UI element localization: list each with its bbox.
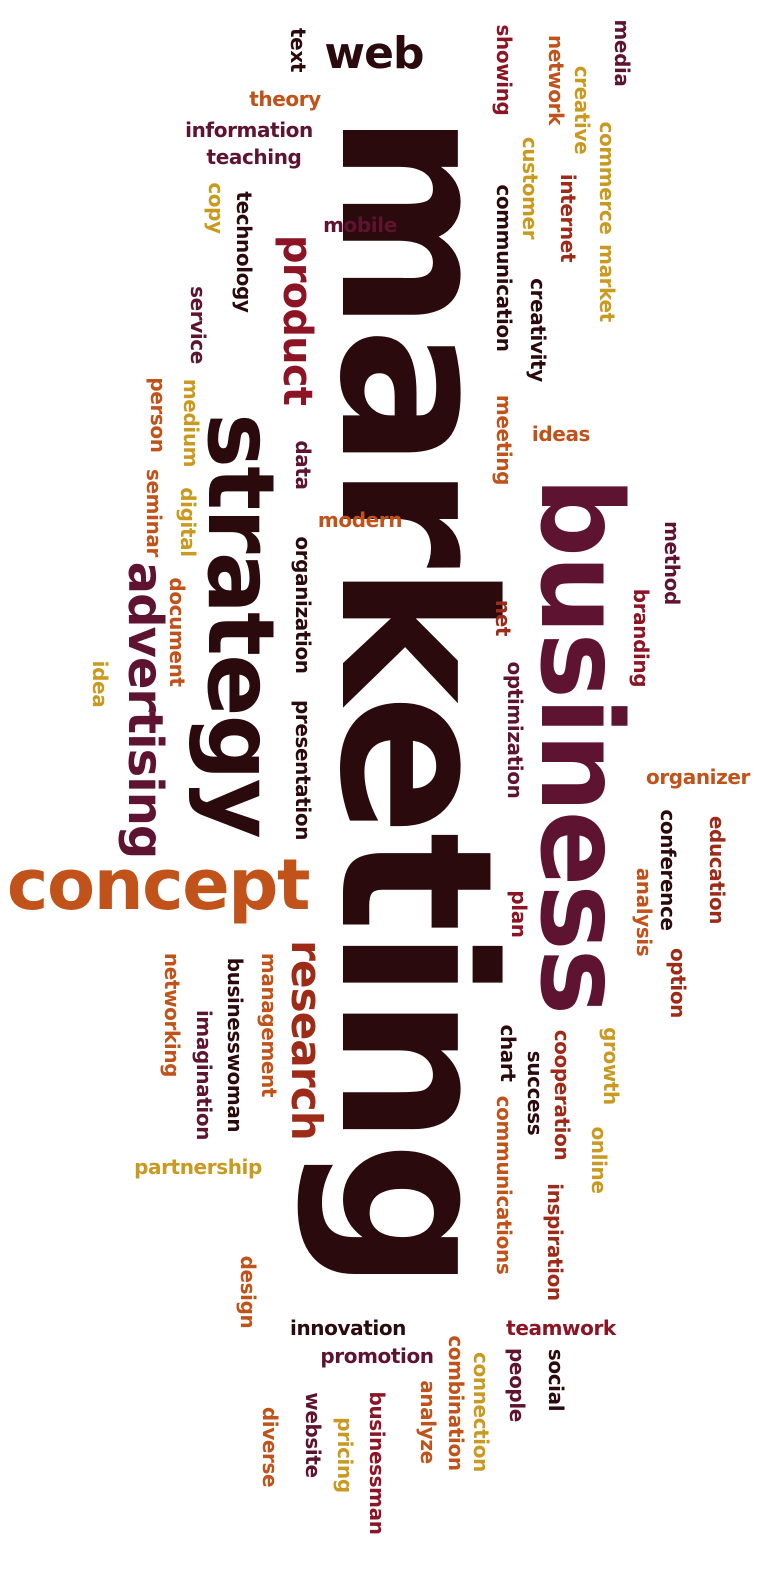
word-cloud: marketing business strategy concept adve… [6,19,751,1535]
